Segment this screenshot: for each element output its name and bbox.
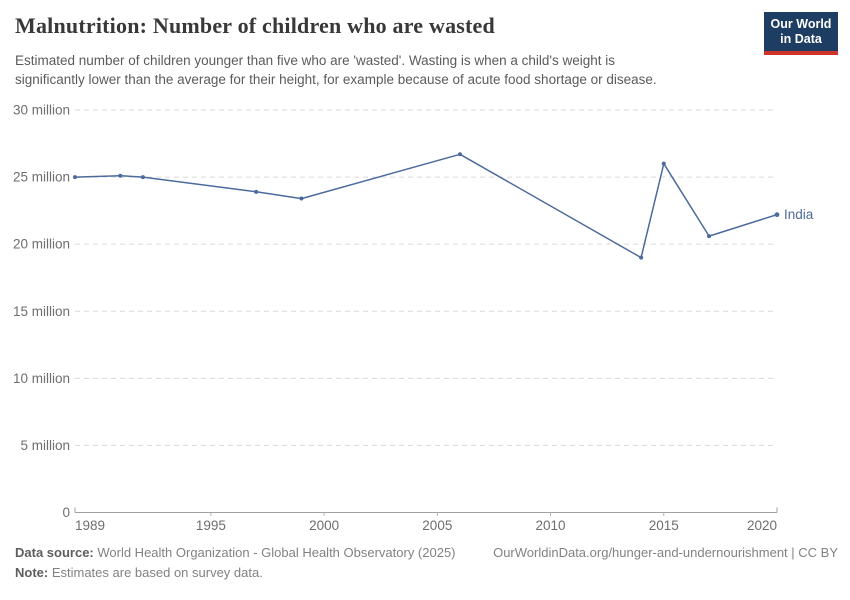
y-tick-label: 5 million	[20, 438, 70, 453]
data-source-text: World Health Organization - Global Healt…	[93, 545, 456, 560]
owid-logo-line2: in Data	[780, 32, 822, 46]
data-point	[73, 175, 77, 180]
y-tick-label: 25 million	[13, 170, 70, 185]
note-line: Note: Estimates are based on survey data…	[15, 565, 838, 581]
data-point	[299, 196, 304, 201]
license-link[interactable]: OurWorldinData.org/hunger-and-undernouri…	[493, 545, 838, 560]
x-tick-label: 1995	[196, 518, 226, 533]
subtitle-line: Estimated number of children younger tha…	[15, 53, 616, 68]
y-tick-label: 0	[62, 505, 70, 520]
series-line-india	[74, 153, 778, 259]
note-label: Note:	[15, 565, 49, 580]
data-point	[118, 173, 123, 178]
series-label-india: India	[784, 207, 814, 222]
x-tick-label: 2010	[536, 518, 566, 533]
data-source-line: Data source: World Health Organization -…	[15, 545, 456, 561]
data-point	[707, 234, 712, 239]
data-point	[774, 212, 780, 218]
chart-footer: Data source: World Health Organization -…	[15, 545, 838, 581]
data-point	[457, 152, 462, 157]
x-tick-label: 1989	[75, 518, 105, 533]
y-tick-label: 15 million	[13, 304, 70, 319]
data-point	[661, 161, 666, 166]
x-tick-label: 2020	[747, 518, 777, 533]
x-tick-label: 2015	[649, 518, 679, 533]
y-tick-label: 20 million	[13, 237, 70, 252]
x-tick-label: 2005	[422, 518, 452, 533]
data-point	[254, 189, 259, 194]
data-point	[140, 175, 145, 180]
chart-subtitle: Estimated number of children younger tha…	[15, 51, 657, 89]
data-source-label: Data source:	[15, 545, 94, 560]
y-tick-label: 10 million	[13, 371, 70, 386]
owid-logo[interactable]: Our World in Data	[764, 12, 838, 55]
data-point	[639, 255, 644, 260]
owid-logo-line1: Our World	[770, 17, 832, 31]
subtitle-line: significantly lower than the average for…	[15, 72, 657, 87]
page-title: Malnutrition: Number of children who are…	[15, 13, 495, 38]
x-tick-label: 2000	[309, 518, 339, 533]
y-tick-label: 30 million	[13, 103, 70, 118]
note-text: Estimates are based on survey data.	[48, 565, 263, 580]
